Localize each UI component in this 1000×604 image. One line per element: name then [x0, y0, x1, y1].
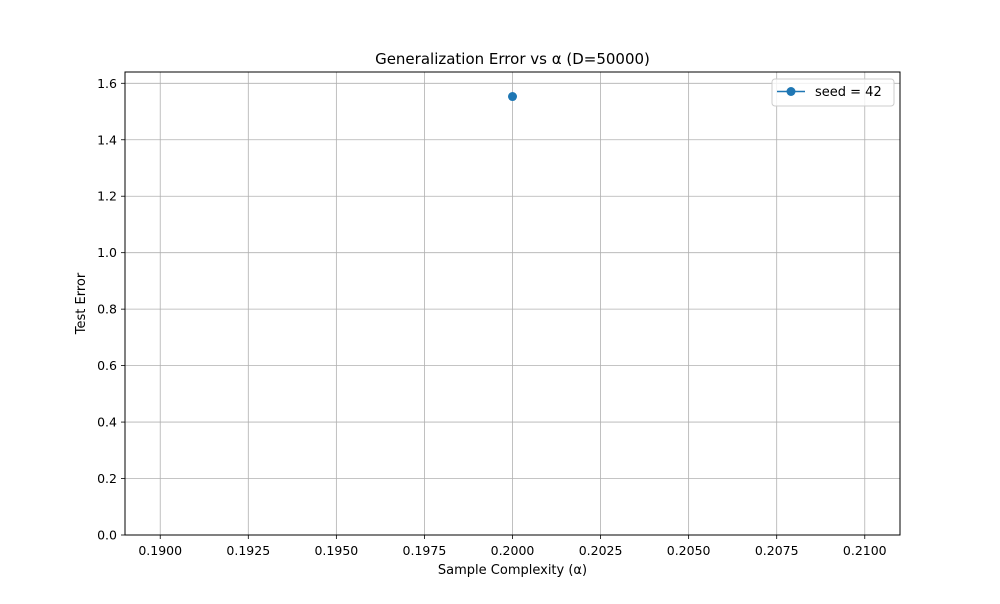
y-axis-label: Test Error	[74, 272, 89, 335]
y-tick-label: 0.6	[97, 358, 117, 373]
series-layer	[508, 92, 517, 102]
y-tick-label: 1.6	[97, 76, 117, 91]
x-axis-label: Sample Complexity (α)	[438, 563, 587, 578]
x-tick-label: 0.2050	[667, 543, 711, 558]
data-point	[508, 92, 517, 102]
chart-title: Generalization Error vs α (D=50000)	[375, 50, 650, 68]
x-tick-label: 0.2000	[491, 543, 535, 558]
x-axis-ticks: 0.1900 0.1925 0.1950 0.1975 0.2000 0.2025 0.20…	[138, 535, 887, 558]
y-tick-label: 1.0	[97, 245, 117, 260]
x-tick-label: 0.1975	[403, 543, 447, 558]
y-axis-ticks: 0.0 0.2 0.4 0.6 0.8 1.0 1.2 1.4 1.6	[97, 76, 125, 543]
x-tick-label: 0.1950	[314, 543, 358, 558]
y-tick-label: 0.8	[97, 302, 117, 317]
y-tick-label: 0.0	[97, 528, 117, 543]
x-tick-label: 0.2100	[843, 543, 887, 558]
y-tick-label: 1.4	[97, 132, 117, 147]
legend: seed = 42	[771, 78, 895, 107]
x-tick-label: 0.1900	[138, 543, 182, 558]
x-tick-label: 0.2025	[579, 543, 623, 558]
y-tick-label: 1.2	[97, 189, 117, 204]
y-tick-label: 0.2	[97, 471, 117, 486]
x-tick-label: 0.1925	[226, 543, 270, 558]
y-tick-label: 0.4	[97, 415, 117, 430]
legend-marker-sample	[786, 87, 796, 96]
legend-box	[771, 78, 895, 107]
legend-entry-label: seed = 42	[815, 85, 882, 100]
grid-layer	[125, 72, 900, 536]
x-tick-label: 0.2075	[755, 543, 799, 558]
